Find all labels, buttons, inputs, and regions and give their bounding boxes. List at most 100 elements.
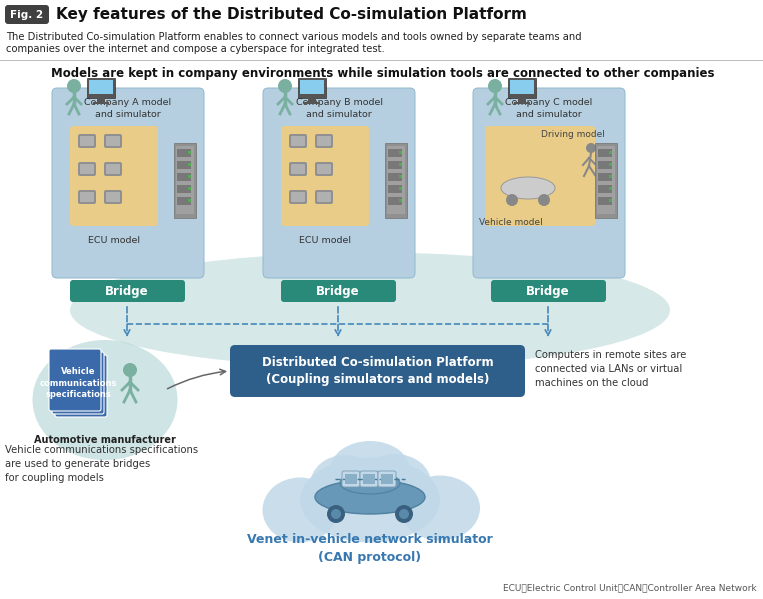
FancyBboxPatch shape xyxy=(70,126,158,226)
Text: The Distributed Co-simulation Platform enables to connect various models and too: The Distributed Co-simulation Platform e… xyxy=(6,32,581,42)
Text: Venet in-vehicle network simulator
(CAN protocol): Venet in-vehicle network simulator (CAN … xyxy=(247,533,493,564)
FancyBboxPatch shape xyxy=(315,134,333,148)
Ellipse shape xyxy=(400,476,480,540)
FancyBboxPatch shape xyxy=(78,134,96,148)
Text: Company A model
and simulator: Company A model and simulator xyxy=(85,98,172,119)
FancyBboxPatch shape xyxy=(70,280,185,302)
Circle shape xyxy=(538,194,550,206)
Bar xyxy=(188,187,191,190)
FancyBboxPatch shape xyxy=(52,88,204,278)
FancyBboxPatch shape xyxy=(104,162,122,176)
FancyBboxPatch shape xyxy=(281,126,369,226)
Text: Company B model
and simulator: Company B model and simulator xyxy=(295,98,382,119)
Bar xyxy=(595,143,617,218)
FancyBboxPatch shape xyxy=(317,192,331,202)
FancyBboxPatch shape xyxy=(104,134,122,148)
FancyBboxPatch shape xyxy=(289,134,307,148)
Bar xyxy=(598,185,612,193)
Text: ECU：Electric Control Unit，CAN：Controller Area Network: ECU：Electric Control Unit，CAN：Controller… xyxy=(504,583,757,592)
Bar xyxy=(609,151,612,154)
FancyBboxPatch shape xyxy=(315,162,333,176)
FancyBboxPatch shape xyxy=(378,471,396,487)
Bar xyxy=(510,80,534,94)
Bar xyxy=(188,199,191,202)
Text: Automotive manufacturer: Automotive manufacturer xyxy=(34,435,176,445)
Bar xyxy=(97,98,105,102)
FancyBboxPatch shape xyxy=(360,471,378,487)
Text: Company C model
and simulator: Company C model and simulator xyxy=(505,98,593,119)
Ellipse shape xyxy=(300,458,440,543)
Bar xyxy=(188,163,191,166)
FancyBboxPatch shape xyxy=(78,190,96,204)
FancyBboxPatch shape xyxy=(80,136,94,146)
Text: Driving model: Driving model xyxy=(541,130,605,139)
FancyBboxPatch shape xyxy=(315,190,333,204)
FancyBboxPatch shape xyxy=(291,164,305,174)
Circle shape xyxy=(67,79,81,93)
Text: Vehicle communications specifications
are used to generate bridges
for coupling : Vehicle communications specifications ar… xyxy=(5,445,198,483)
Bar xyxy=(598,173,612,181)
Bar xyxy=(345,474,357,484)
Bar xyxy=(598,197,612,205)
Bar xyxy=(508,78,536,98)
Bar xyxy=(388,173,402,181)
Bar xyxy=(399,151,402,154)
Ellipse shape xyxy=(501,177,555,199)
Bar xyxy=(177,197,191,205)
Circle shape xyxy=(586,143,596,153)
FancyBboxPatch shape xyxy=(5,5,49,24)
FancyBboxPatch shape xyxy=(289,190,307,204)
FancyBboxPatch shape xyxy=(473,88,625,278)
FancyBboxPatch shape xyxy=(106,136,120,146)
Bar xyxy=(188,175,191,178)
FancyBboxPatch shape xyxy=(342,471,360,487)
FancyBboxPatch shape xyxy=(485,126,595,226)
Circle shape xyxy=(488,79,502,93)
Bar xyxy=(93,102,109,104)
Bar xyxy=(609,187,612,190)
Text: ECU model: ECU model xyxy=(299,236,351,245)
Text: Bridge: Bridge xyxy=(526,285,570,298)
Bar xyxy=(399,187,402,190)
FancyBboxPatch shape xyxy=(291,136,305,146)
FancyBboxPatch shape xyxy=(78,162,96,176)
Bar xyxy=(514,102,530,104)
Ellipse shape xyxy=(310,455,380,515)
Bar xyxy=(399,199,402,202)
Circle shape xyxy=(327,505,345,523)
FancyBboxPatch shape xyxy=(55,355,107,417)
Bar xyxy=(387,146,405,214)
Bar xyxy=(388,149,402,157)
Ellipse shape xyxy=(70,253,670,368)
Bar xyxy=(518,98,526,102)
Bar xyxy=(176,146,194,214)
Bar xyxy=(363,474,375,484)
Bar xyxy=(609,199,612,202)
Bar xyxy=(177,149,191,157)
FancyBboxPatch shape xyxy=(106,164,120,174)
FancyBboxPatch shape xyxy=(230,345,525,397)
Text: Distributed Co-simulation Platform
(Coupling simulators and models): Distributed Co-simulation Platform (Coup… xyxy=(262,355,494,386)
Circle shape xyxy=(506,194,518,206)
Ellipse shape xyxy=(315,480,425,514)
FancyBboxPatch shape xyxy=(80,164,94,174)
Bar xyxy=(304,102,320,104)
Bar xyxy=(298,78,326,98)
Bar xyxy=(174,143,196,218)
FancyBboxPatch shape xyxy=(491,280,606,302)
Bar xyxy=(388,161,402,169)
Bar xyxy=(89,80,113,94)
Text: companies over the internet and compose a cyberspace for integrated test.: companies over the internet and compose … xyxy=(6,44,385,54)
Text: Vehicle model: Vehicle model xyxy=(479,218,543,227)
Circle shape xyxy=(395,505,413,523)
FancyBboxPatch shape xyxy=(106,192,120,202)
Bar xyxy=(87,78,115,98)
Ellipse shape xyxy=(359,454,431,512)
Bar xyxy=(609,163,612,166)
Text: Models are kept in company environments while simulation tools are connected to : Models are kept in company environments … xyxy=(51,68,715,80)
Circle shape xyxy=(123,363,137,377)
Text: Fig. 2: Fig. 2 xyxy=(11,10,43,20)
Ellipse shape xyxy=(33,340,178,460)
Bar xyxy=(598,161,612,169)
Bar xyxy=(597,146,615,214)
